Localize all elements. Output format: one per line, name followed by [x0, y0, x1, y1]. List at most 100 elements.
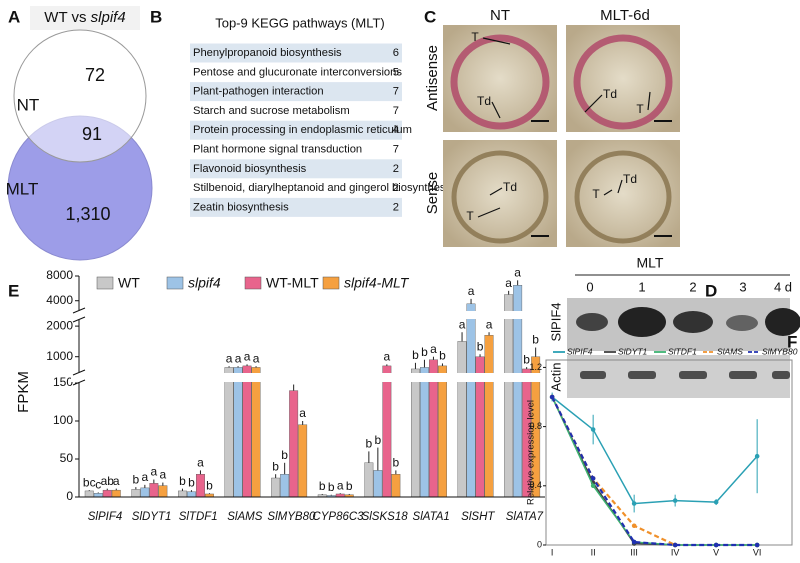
kegg-title: Top-9 KEGG pathways (MLT): [215, 15, 385, 30]
sig-label: b: [412, 348, 419, 362]
bar: [382, 365, 392, 498]
legend-swatch: [96, 276, 114, 290]
sig-label: a: [299, 406, 306, 420]
legend-label: slpif4: [188, 275, 221, 291]
y-tick-label: 0: [537, 539, 542, 549]
tissue-arrow: [603, 189, 613, 196]
y-tick-label: 100: [53, 413, 73, 427]
gene-count: 2: [393, 163, 399, 175]
sig-label: a: [113, 474, 120, 488]
y-tick-label: 4000: [46, 293, 73, 307]
sig-label: ab: [101, 474, 115, 488]
point: [631, 539, 637, 545]
sig-label: b: [188, 475, 195, 489]
x-tick-label: SlATA7: [506, 511, 544, 523]
bar: [140, 487, 150, 498]
table-row-bg: [190, 159, 402, 179]
gene-count: 7: [393, 86, 399, 98]
tissue-label: T: [592, 187, 600, 201]
anther-wall: [574, 150, 672, 244]
x-tick-label: SlDYT1: [132, 511, 172, 523]
sig-label: a: [151, 465, 158, 479]
bar: [84, 490, 94, 498]
legend-label: SlTDF1: [668, 346, 697, 356]
legend-label: SlPIF4: [567, 346, 593, 356]
sig-label: a: [226, 351, 233, 365]
point: [754, 453, 760, 459]
sig-label: b: [272, 459, 279, 473]
sig-label: a: [384, 350, 391, 364]
x-tick-label: SlAMS: [227, 511, 262, 523]
x-tick-label: SlATA1: [413, 511, 450, 523]
tissue-arrow: [482, 37, 511, 45]
tissue-label: Td: [603, 87, 617, 101]
legend-label: SlDYT1: [618, 346, 648, 356]
break-mark: [72, 316, 86, 323]
tissue-arrow: [647, 91, 651, 111]
sig-label: b: [375, 433, 382, 447]
legend-label: slpif4-MLT: [344, 275, 410, 291]
panel-letter: C: [424, 7, 436, 26]
x-tick-label: CYP86C3: [312, 511, 364, 523]
bar: [271, 477, 281, 498]
band: [726, 315, 758, 331]
pathway-name: Plant-pathogen interaction: [193, 86, 324, 98]
bar: [131, 489, 141, 498]
blot-lanes: 0 1 2 3 4 d: [586, 279, 792, 294]
series-line: [551, 396, 758, 546]
bar: [102, 489, 112, 498]
band: [576, 313, 608, 331]
y-tick-label: 0: [66, 489, 73, 503]
lane-label: 3: [739, 279, 746, 294]
pathway-name: Pentose and glucuronate interconversions: [193, 66, 402, 78]
tissue-image: [443, 25, 557, 132]
gene-count: 7: [393, 143, 399, 155]
venn-title: WT vs slpif4: [44, 9, 125, 26]
sig-label: b: [281, 448, 288, 462]
sig-label: a: [160, 468, 167, 482]
tissue-arrow: [491, 101, 501, 119]
bar: [420, 367, 429, 498]
sig-label: b: [366, 437, 373, 451]
sig-label: b: [393, 456, 400, 470]
gene-count: 4: [393, 124, 399, 136]
sig-label: b: [439, 349, 446, 363]
legend-label: WT-MLT: [266, 275, 319, 291]
tissue-image: [566, 140, 680, 247]
x-tick-label: V: [713, 547, 719, 557]
legend-swatch: [322, 276, 340, 290]
series-line: [551, 396, 758, 505]
sig-label: b: [328, 480, 335, 494]
x-tick-label: IV: [671, 547, 680, 557]
panel-letter: B: [150, 7, 162, 26]
pathway-name: Protein processing in endoplasmic reticu…: [193, 124, 412, 136]
lane-label: 1: [638, 279, 645, 294]
legend-label: SlMYB80: [762, 346, 798, 356]
point: [754, 542, 760, 548]
sig-label: a: [244, 350, 251, 364]
sig-label: a: [514, 265, 521, 279]
tissue-label: T: [471, 30, 479, 44]
sig-label: a: [459, 317, 466, 331]
row-label: Antisense: [424, 45, 441, 111]
sig-label: a: [197, 456, 204, 470]
x-tick-label: II: [591, 547, 596, 557]
band: [765, 308, 800, 336]
tissue-arrow: [477, 207, 501, 218]
bar: [224, 367, 234, 498]
x-tick-label: SlSKS18: [362, 511, 409, 523]
venn-title-prefix: WT vs: [44, 9, 86, 26]
x-tick-label: SlSHT: [461, 511, 495, 523]
sig-label: a: [468, 284, 475, 298]
kegg-table: Phenylpropanoid biosynthesis 6 Pentose and…: [190, 43, 454, 217]
sig-label: b: [532, 333, 539, 347]
point: [713, 542, 719, 548]
y-tick-label: 0.8: [529, 421, 542, 431]
legend-label: WT: [118, 275, 140, 291]
anther-wall: [451, 150, 549, 244]
bar: [195, 474, 205, 498]
pathway-name: Flavonoid biosynthesis: [193, 163, 307, 175]
y-axis-label: Relative expression level: [526, 400, 537, 505]
venn-nt: [13, 29, 147, 163]
